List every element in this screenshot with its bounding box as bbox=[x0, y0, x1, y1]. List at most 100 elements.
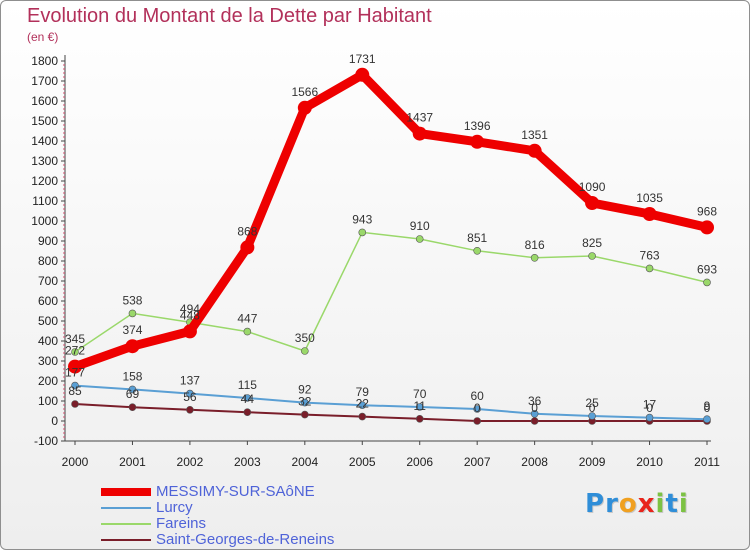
series-line-1 bbox=[74, 384, 708, 421]
x-tick-label: 2007 bbox=[464, 455, 491, 469]
y-tick-label: 400 bbox=[38, 334, 58, 348]
x-tick-label: 2008 bbox=[521, 455, 548, 469]
data-label: 1090 bbox=[579, 180, 606, 194]
data-label: 1035 bbox=[636, 191, 663, 205]
x-tick-label: 2011 bbox=[694, 455, 720, 469]
data-point bbox=[473, 247, 481, 255]
logo-letter: x bbox=[637, 489, 656, 519]
legend-swatch bbox=[101, 507, 151, 509]
data-point bbox=[585, 196, 600, 210]
data-point bbox=[412, 126, 427, 141]
y-tick-label: 800 bbox=[38, 254, 58, 268]
y-tick-label: 700 bbox=[38, 274, 58, 288]
y-tick-label: 200 bbox=[38, 374, 58, 388]
series-line-0 bbox=[70, 70, 712, 372]
data-label: 763 bbox=[640, 248, 660, 262]
data-point bbox=[588, 252, 596, 260]
data-label: 345 bbox=[65, 332, 85, 346]
series-line-3 bbox=[74, 403, 708, 422]
data-point bbox=[645, 264, 654, 273]
y-tick-label: 600 bbox=[38, 294, 58, 308]
logo-letter: t bbox=[665, 489, 679, 519]
data-label: 36 bbox=[528, 394, 542, 408]
y-tick-label: 1000 bbox=[31, 214, 58, 228]
data-label: 943 bbox=[352, 212, 372, 226]
data-label: 1396 bbox=[464, 119, 491, 133]
y-tick-label: -100 bbox=[34, 434, 58, 448]
data-label: 32 bbox=[298, 395, 312, 409]
y-tick-label: 1700 bbox=[31, 74, 58, 88]
data-point bbox=[703, 278, 711, 287]
data-point bbox=[301, 347, 309, 355]
data-point bbox=[128, 309, 137, 318]
x-tick-label: 2009 bbox=[579, 455, 606, 469]
data-label: 851 bbox=[467, 231, 487, 245]
data-label: 968 bbox=[697, 204, 717, 218]
y-tick-label: 1400 bbox=[31, 134, 58, 148]
data-point bbox=[297, 100, 312, 115]
data-label: 825 bbox=[582, 236, 602, 250]
data-label: 177 bbox=[65, 366, 85, 380]
data-label: 0 bbox=[474, 401, 481, 415]
legend-swatch bbox=[101, 539, 151, 541]
logo-letter: i bbox=[655, 489, 666, 519]
data-label: 1731 bbox=[349, 52, 376, 66]
data-label: 85 bbox=[68, 384, 82, 398]
data-point bbox=[182, 324, 197, 339]
data-point bbox=[530, 409, 539, 418]
data-label: 350 bbox=[295, 331, 315, 345]
data-label: 137 bbox=[180, 374, 200, 388]
data-label: 158 bbox=[122, 369, 142, 383]
x-tick-label: 2002 bbox=[177, 455, 204, 469]
data-point bbox=[415, 403, 424, 411]
data-label: 494 bbox=[180, 302, 200, 316]
data-point bbox=[71, 381, 79, 390]
data-label: 374 bbox=[122, 323, 142, 337]
y-tick-label: 100 bbox=[38, 394, 58, 408]
data-label: 0 bbox=[589, 401, 596, 415]
x-tick-label: 2001 bbox=[119, 455, 146, 469]
data-label: 70 bbox=[413, 387, 427, 401]
data-point bbox=[527, 143, 542, 158]
y-tick-label: 1800 bbox=[31, 54, 58, 68]
data-point bbox=[243, 408, 252, 417]
data-point bbox=[243, 327, 252, 336]
data-label: 9 bbox=[704, 399, 711, 413]
chart-subtitle: (en €) bbox=[27, 30, 59, 44]
data-point bbox=[703, 415, 711, 424]
data-label: 79 bbox=[356, 385, 370, 399]
legend-swatch bbox=[101, 488, 151, 496]
data-point bbox=[358, 401, 367, 410]
data-label: 868 bbox=[237, 224, 257, 238]
data-label: 910 bbox=[410, 219, 430, 233]
legend-label: Lurcy bbox=[156, 499, 193, 516]
data-label: 69 bbox=[126, 387, 140, 401]
data-point bbox=[186, 389, 194, 398]
data-point bbox=[470, 134, 485, 149]
x-tick-label: 2003 bbox=[234, 455, 261, 469]
data-label: 60 bbox=[471, 389, 485, 403]
data-label: 0 bbox=[531, 401, 538, 415]
y-tick-label: 0 bbox=[51, 414, 58, 428]
data-label: 448 bbox=[180, 308, 200, 322]
data-point bbox=[71, 348, 79, 356]
data-label: 0 bbox=[704, 401, 711, 415]
y-tick-label: 1600 bbox=[31, 94, 58, 108]
logo-letter: i bbox=[678, 489, 689, 519]
x-tick-label: 2006 bbox=[406, 455, 433, 469]
logo-letter: r bbox=[605, 489, 619, 519]
data-label: 22 bbox=[356, 397, 370, 411]
data-point bbox=[243, 394, 252, 402]
data-point bbox=[358, 228, 367, 237]
data-label: 17 bbox=[643, 398, 657, 412]
chart-title: Evolution du Montant de la Dette par Hab… bbox=[27, 5, 432, 27]
data-point bbox=[301, 410, 309, 419]
data-point bbox=[128, 385, 137, 394]
data-label: 92 bbox=[298, 383, 312, 397]
x-tick-label: 2005 bbox=[349, 455, 376, 469]
data-label: 816 bbox=[525, 238, 545, 252]
data-point bbox=[71, 400, 79, 408]
series-line-2 bbox=[74, 231, 708, 353]
